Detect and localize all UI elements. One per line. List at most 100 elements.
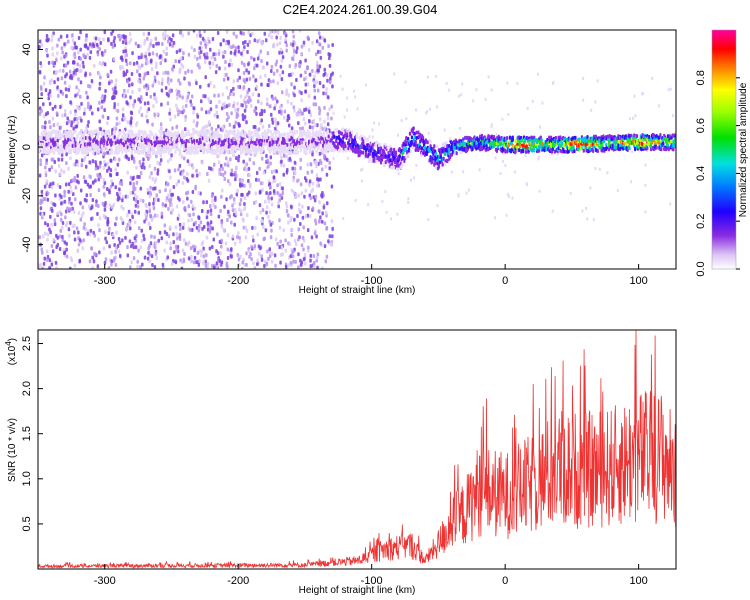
spectrogram-cell [331,234,334,239]
spectrogram-cell [223,162,227,167]
spectrogram-cell [200,107,204,112]
spectrogram-cell [331,43,334,48]
spectrogram-cell [76,92,79,97]
spectrogram-cell [161,32,165,37]
spectrogram-cell [155,99,158,104]
spectrogram-cell [181,64,185,69]
spectrogram-cell [113,135,116,140]
spectrogram-cell [222,38,225,43]
spectrogram-cell [201,136,204,141]
spectrogram-cell [222,227,226,232]
spectrogram-cell [111,95,114,100]
spectrogram-cell [175,204,179,209]
spectrogram-cell [244,164,247,169]
spectrogram-cell [102,135,105,140]
spectrogram-cell [69,156,72,161]
spectrogram-cell [346,108,349,112]
spectrogram-cell [459,150,462,155]
spectrogram-cell [255,63,259,68]
spectrogram-cell [116,109,120,114]
spectrogram-cell [286,143,289,148]
spectrogram-cell [296,178,299,183]
spectrogram-cell [86,52,89,57]
spectrogram-cell [398,154,401,159]
spectrogram-cell [110,41,113,46]
spectrogram-cell [141,150,144,155]
spectrogram-cell [631,116,634,120]
spectrogram-cell [90,217,93,222]
spectrogram-cell [346,156,349,160]
spectrogram-cell [86,182,90,187]
spectrogram-cell [313,84,316,89]
spectrogram-cell [212,237,216,242]
spectrogram-cell [315,234,318,239]
spectrogram-cell [204,55,207,60]
spectrogram-cell [55,245,58,250]
spectrogram-cell [320,167,324,172]
spectrogram-cell [57,157,60,162]
spectrogram-cell [211,226,214,231]
spectrogram-cell [64,74,67,79]
spectrogram-cell [229,58,232,63]
spectrogram-cell [236,145,239,150]
spectrogram-cell [251,225,254,230]
spectrogram-cell [193,54,197,59]
spectrogram-cell [134,245,138,250]
spectrogram-cell [123,132,127,137]
spectrogram-cell [271,132,274,137]
spectrogram-cell [108,188,111,193]
spectrogram-cell [100,144,103,149]
spectrogram-cell [127,220,131,225]
spectrogram-cell [101,114,105,119]
spectrogram-cell [106,168,109,173]
spectrogram-cell [148,243,151,248]
spectrogram-cell [281,132,285,137]
spectrogram-cell [326,129,329,134]
spectrogram-cell [206,171,209,176]
spectrogram-cell [169,78,173,83]
spectrogram-cell [276,150,279,155]
spectrogram-cell [218,66,221,71]
spectrogram-cell [299,157,302,162]
spectrogram-cell [136,264,139,269]
spectrogram-cell [86,142,89,147]
spectrogram-cell [278,41,282,46]
spectrogram-cell [277,200,280,205]
spectrogram-cell [100,99,104,104]
spectrogram-cell [191,204,195,209]
spectrogram-cell [407,197,410,201]
spectrogram-cell [209,220,213,225]
spectrogram-cell [202,200,205,205]
spectrogram-cell [97,177,101,182]
spectrogram-cell [75,45,78,50]
spectrogram-cell [339,74,342,78]
spectrogram-cell [48,258,51,263]
spectrogram-cell [505,213,508,217]
spectrogram-cell [178,232,182,237]
spectrogram-cell [82,238,86,243]
spectrogram-cell [75,151,78,156]
spectrogram-cell [268,181,272,186]
spectrogram-cell [129,138,132,143]
spectrogram-cell [161,202,165,207]
spectrogram-cell [279,260,282,265]
spectrogram-cell [237,129,240,134]
spectrogram-cell [235,192,239,197]
spectrogram-cell [315,256,319,261]
spectrogram-cell [253,266,256,269]
spectrogram-cell [242,40,245,45]
spectrogram-cell [41,125,44,130]
spectrogram-cell [127,209,131,214]
spectrogram-cell [107,166,111,171]
spectrogram-cell [310,143,314,148]
spectrogram-cell [201,160,204,165]
spectrogram-cell [235,114,238,119]
spectrogram-cell [62,148,65,153]
spectrogram-cell [51,106,55,111]
spectrogram-cell [274,62,278,67]
spectrogram-cell [300,243,304,248]
spectrogram-cell [217,51,221,56]
spectrogram-cell [42,261,46,266]
spectrogram-cell [84,129,87,134]
spectrogram-cell [72,209,76,214]
